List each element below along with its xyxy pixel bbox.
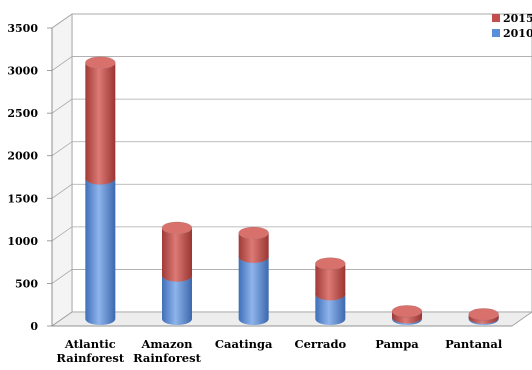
floor (50, 311, 532, 327)
bar-2010-0 (85, 172, 116, 325)
x-category-label: Pampa (375, 337, 419, 351)
x-axis: Atlantic Rainforest Amazon Rainforest Caatin… (52, 325, 512, 365)
bar-body-2015 (238, 233, 269, 263)
x-category-label: Amazon Rainforest (133, 337, 201, 365)
bar-2015-1 (161, 221, 193, 282)
bar-body-2015 (85, 62, 116, 185)
x-category-label: Atlantic Rainforest (56, 337, 124, 365)
bars (85, 56, 499, 325)
bar-body-2010 (238, 256, 269, 325)
gridline (51, 56, 532, 71)
bar-body-2015 (392, 311, 422, 324)
y-tick-label: 2000 (7, 150, 38, 163)
bar-cap-2015 (391, 305, 423, 318)
bar-2015-2 (238, 226, 269, 263)
bar-2015-0 (85, 56, 116, 185)
bar-body-2015 (468, 314, 499, 324)
y-tick-label: 1500 (7, 192, 38, 205)
bar-body-2010 (85, 178, 116, 325)
y-tick-label: 0 (30, 320, 38, 333)
y-axis: 0 500 1000 1500 2000 2500 3000 3500 (7, 22, 53, 333)
gridline (51, 13, 532, 29)
bar-cap-2015 (238, 226, 269, 240)
plot-backdrop (50, 13, 532, 327)
legend-label-2010: 2010 (503, 27, 532, 40)
gridline (51, 183, 532, 199)
y-tick-label: 3000 (7, 65, 38, 78)
bar-cap-2015 (161, 221, 193, 235)
bar-2015-5 (468, 308, 499, 324)
bar-2015-4 (391, 305, 423, 324)
y-tick-label: 500 (15, 277, 38, 290)
gridline (51, 269, 532, 284)
bar-body-2010 (162, 275, 192, 325)
bar-cap-2015 (468, 308, 499, 321)
gridline (51, 226, 532, 242)
bar-body-2010 (392, 317, 422, 325)
x-category-label: Pantanal (445, 337, 503, 351)
bar-2015-3 (315, 257, 346, 301)
legend-swatch-2015 (492, 14, 500, 22)
gridlines (51, 13, 532, 284)
bar-body-2015 (315, 263, 346, 301)
legend-swatch-2010 (492, 29, 500, 37)
x-category-label: Caatinga (215, 337, 273, 351)
y-tick-label: 3500 (7, 22, 38, 35)
legend: 2015 2010 (492, 12, 532, 40)
bar-body-2010 (468, 317, 499, 325)
y-tick-label: 2500 (7, 107, 38, 120)
bar-body-2015 (162, 227, 192, 282)
x-category-label: Cerrado (294, 337, 346, 351)
gridline (51, 98, 532, 114)
y-tick-label: 1000 (7, 235, 38, 248)
side-wall (51, 13, 73, 327)
back-wall (71, 13, 532, 313)
bar-cap-2015 (315, 257, 346, 270)
bar-body-2010 (315, 294, 346, 325)
bar-cap-2015 (85, 56, 116, 70)
legend-label-2015: 2015 (503, 12, 532, 25)
gridline (51, 141, 532, 157)
